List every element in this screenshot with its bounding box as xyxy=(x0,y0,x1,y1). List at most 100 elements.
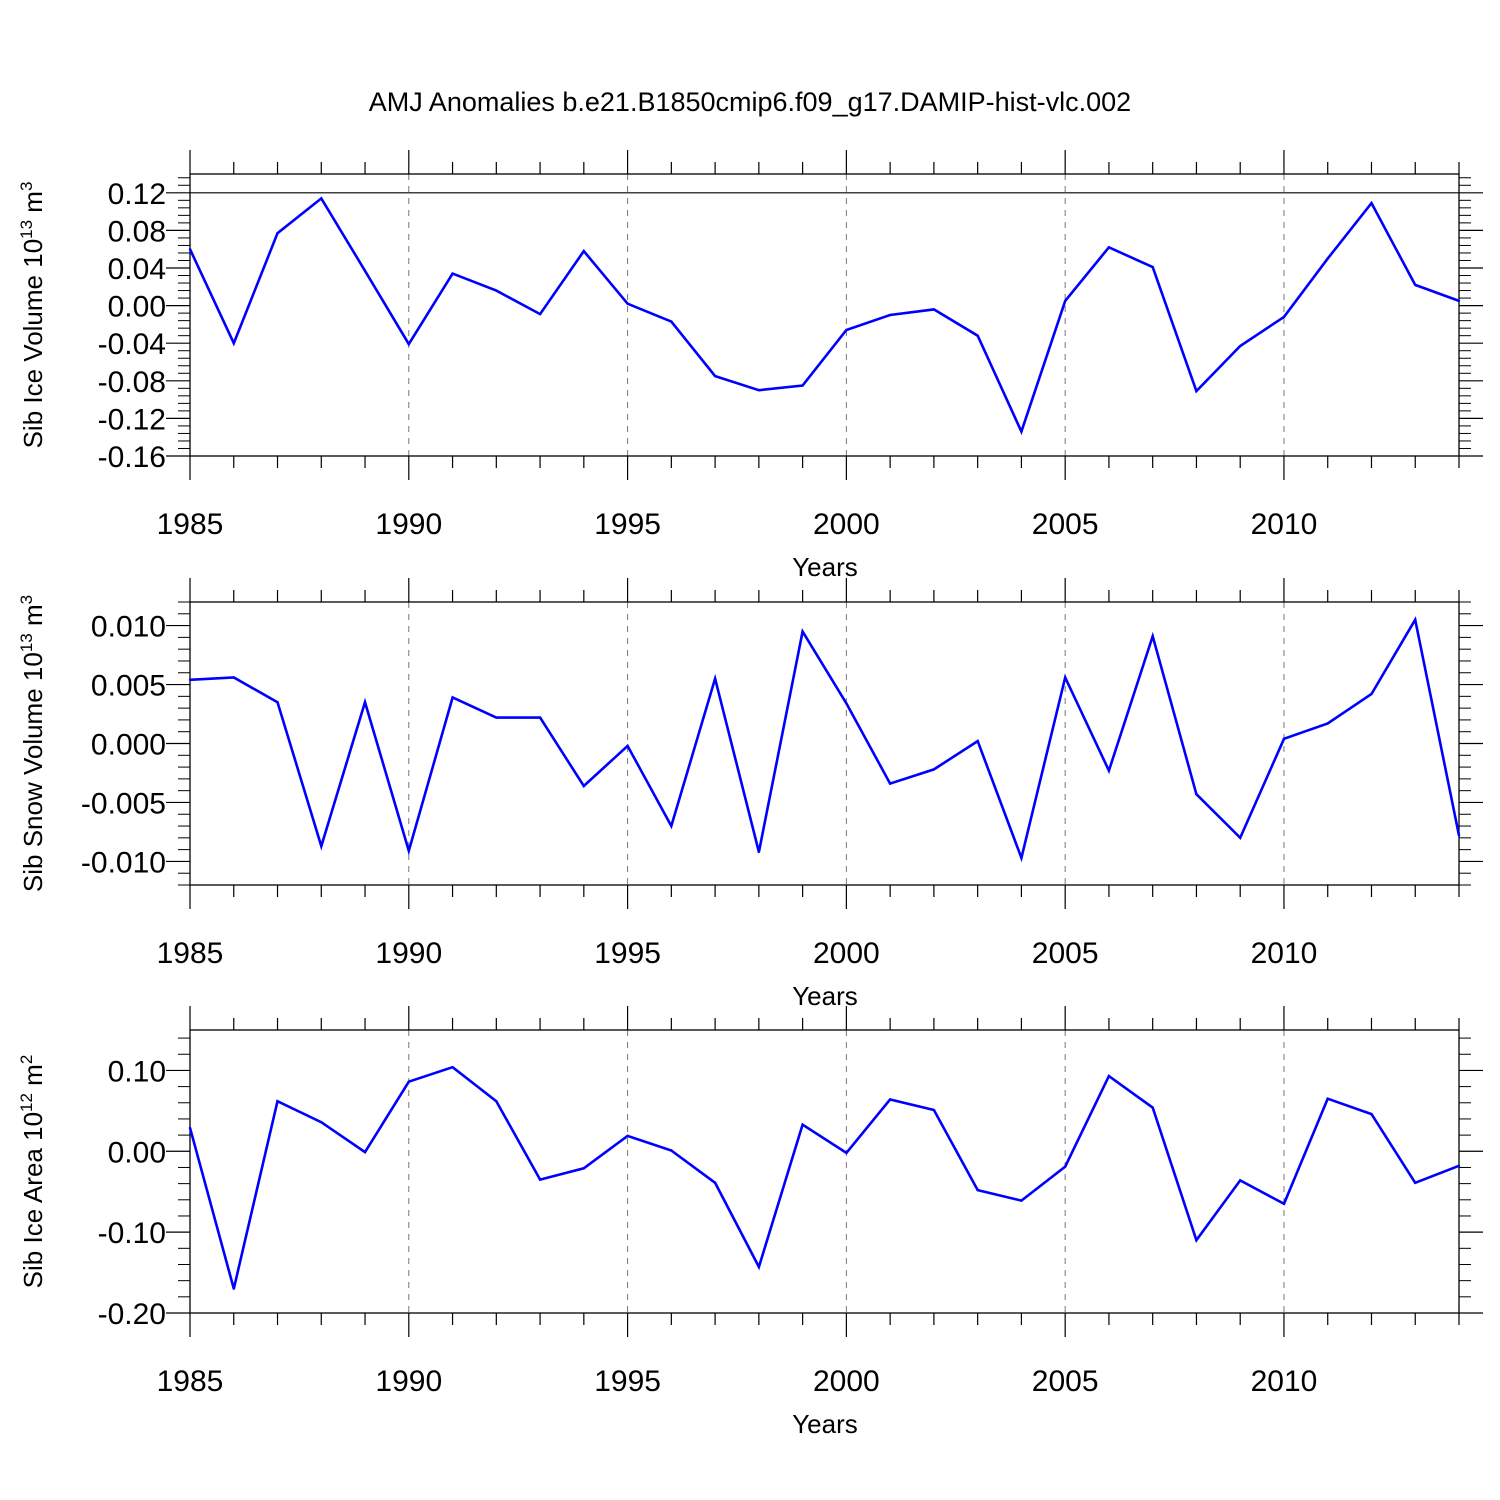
panels: 0.12 0.08 0.04 0.00 -0.04 -0.08 -0.12 -0.16 1985… xyxy=(17,150,1483,1439)
data-point xyxy=(538,312,542,316)
data-point xyxy=(276,1099,279,1103)
y-axis-label-part: Sib Ice Volume 10 xyxy=(18,239,48,449)
data-point xyxy=(801,630,804,633)
data-point xyxy=(1370,201,1373,205)
data-point xyxy=(976,334,979,337)
data-point xyxy=(1195,1239,1198,1242)
data-point xyxy=(232,1287,235,1290)
y-tick-label: 0.00 xyxy=(108,291,166,324)
data-point xyxy=(363,701,367,704)
data-point xyxy=(407,1080,410,1083)
x-tick-label: 1990 xyxy=(375,937,442,970)
data-point xyxy=(188,248,192,251)
data-point xyxy=(1282,315,1286,319)
data-point xyxy=(1151,265,1154,269)
x-tick-label: 2005 xyxy=(1032,1365,1099,1398)
y-tick-label: 0.005 xyxy=(91,670,166,703)
data-point xyxy=(188,678,192,682)
data-point xyxy=(320,197,323,200)
y-axis-label-part: m xyxy=(18,1064,48,1093)
x-axis-label: Years xyxy=(792,981,858,1011)
data-point xyxy=(1370,692,1373,696)
data-point xyxy=(276,701,279,704)
data-point xyxy=(801,1123,804,1126)
data-point xyxy=(1414,618,1417,621)
data-point xyxy=(626,302,629,305)
data-point xyxy=(1414,283,1417,287)
y-tick-label: 0.08 xyxy=(108,215,166,248)
data-point xyxy=(495,289,498,292)
y-axis-label-superscript: 13 xyxy=(17,220,36,239)
x-tick-label: 2010 xyxy=(1251,1365,1318,1398)
plot-frame xyxy=(189,173,1460,457)
x-tick-label: 2005 xyxy=(1032,508,1099,541)
y-axis-label-superscript: 12 xyxy=(17,1093,36,1112)
y-axis-label-superscript: 3 xyxy=(17,182,36,191)
data-point xyxy=(888,782,892,785)
data-point xyxy=(1282,1202,1286,1206)
panel-2: 0.010 0.005 0.000 -0.005 -0.010 1985 1990 1995 2… xyxy=(17,578,1483,1011)
data-point xyxy=(757,850,761,854)
data-point xyxy=(1239,836,1242,840)
data-point xyxy=(1195,389,1198,393)
data-point xyxy=(1020,1199,1023,1202)
data-point xyxy=(451,1065,454,1069)
data-point xyxy=(276,232,279,235)
series-line xyxy=(188,1065,1460,1290)
data-point xyxy=(626,744,629,748)
series-line xyxy=(188,196,1460,436)
y-tick-label: -0.04 xyxy=(98,328,166,361)
x-tick-label: 2000 xyxy=(813,937,880,970)
data-point xyxy=(888,1098,892,1101)
y-tick-label: -0.010 xyxy=(81,846,166,879)
y-tick-label: -0.08 xyxy=(98,366,166,399)
data-point xyxy=(495,1099,498,1103)
data-point xyxy=(932,308,936,311)
y-axis-label: Sib Ice Volume 1013 m3 xyxy=(17,182,48,449)
data-point xyxy=(1282,737,1286,740)
data-point xyxy=(1063,299,1067,303)
x-tick-label: 1995 xyxy=(594,508,661,541)
y-axis-label: Sib Ice Area 1012 m2 xyxy=(17,1055,48,1289)
data-point xyxy=(232,676,235,679)
data-point xyxy=(1063,1165,1067,1168)
y-axis-label-superscript: 2 xyxy=(17,1055,36,1064)
data-point xyxy=(713,374,717,378)
y-axis-label: Sib Snow Volume 1013 m3 xyxy=(17,595,48,892)
x-tick-label: 1985 xyxy=(157,1365,224,1398)
y-axis-label-superscript: 13 xyxy=(17,633,36,652)
data-point xyxy=(1020,856,1023,860)
data-point xyxy=(713,677,717,680)
x-tick-label: 1985 xyxy=(157,508,224,541)
data-point xyxy=(1020,430,1023,433)
series-line xyxy=(189,616,1461,863)
data-point xyxy=(1457,834,1461,837)
data-point xyxy=(1107,246,1111,249)
data-point xyxy=(801,384,804,387)
x-tick-label: 1995 xyxy=(594,1365,661,1398)
data-point xyxy=(363,1150,367,1154)
y-axis-label-superscript: 3 xyxy=(17,595,36,604)
data-point xyxy=(1107,769,1111,772)
x-tick-label: 2010 xyxy=(1251,937,1318,970)
data-point xyxy=(932,1108,936,1112)
data-point xyxy=(1326,722,1329,725)
data-point xyxy=(932,768,936,771)
data-point xyxy=(1063,676,1067,679)
y-tick-label: -0.005 xyxy=(81,787,166,820)
x-tick-label: 2005 xyxy=(1032,937,1099,970)
data-point xyxy=(757,1265,761,1269)
data-point xyxy=(670,1149,673,1152)
y-axis-label-part: m xyxy=(18,604,48,633)
data-point xyxy=(582,784,586,788)
data-point xyxy=(538,1178,542,1181)
data-point xyxy=(1195,793,1198,796)
figure-title: AMJ Anomalies b.e21.B1850cmip6.f09_g17.D… xyxy=(369,87,1131,117)
data-point xyxy=(582,1167,586,1170)
data-point xyxy=(1414,1181,1417,1185)
data-point xyxy=(320,1120,323,1124)
data-point xyxy=(407,342,410,346)
y-tick-label: -0.10 xyxy=(98,1217,166,1250)
data-point xyxy=(1326,1097,1329,1100)
data-point xyxy=(845,1151,848,1155)
